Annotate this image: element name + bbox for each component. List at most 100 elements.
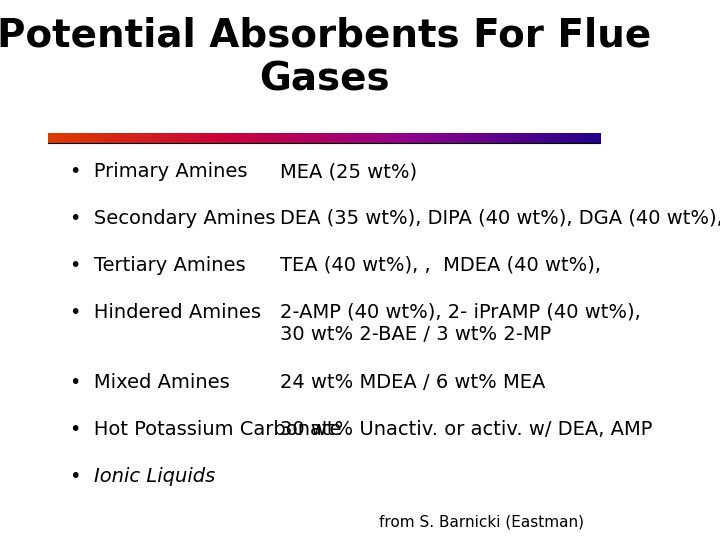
Bar	[292, 133, 293, 143]
Bar	[457, 133, 459, 143]
Bar	[575, 133, 577, 143]
Bar	[441, 133, 442, 143]
Bar	[391, 133, 392, 143]
Bar	[531, 133, 533, 143]
Bar	[448, 133, 450, 143]
Bar	[369, 133, 371, 143]
Bar	[138, 133, 140, 143]
Bar	[433, 133, 435, 143]
Bar	[144, 133, 145, 143]
Bar	[269, 133, 271, 143]
Bar	[498, 133, 500, 143]
Bar	[61, 133, 63, 143]
Bar	[308, 133, 310, 143]
Bar	[214, 133, 216, 143]
Bar	[299, 133, 300, 143]
Bar	[166, 133, 168, 143]
Bar	[392, 133, 395, 143]
Bar	[158, 133, 161, 143]
Bar	[297, 133, 299, 143]
Bar	[300, 133, 302, 143]
Bar	[207, 133, 208, 143]
Bar	[238, 133, 240, 143]
Bar	[313, 133, 315, 143]
Bar	[251, 133, 253, 143]
Bar	[276, 133, 279, 143]
Bar	[273, 133, 275, 143]
Bar	[379, 133, 382, 143]
Bar	[203, 133, 204, 143]
Bar	[249, 133, 251, 143]
Bar	[459, 133, 461, 143]
Bar	[184, 133, 186, 143]
Bar	[155, 133, 157, 143]
Bar	[306, 133, 308, 143]
Bar	[289, 133, 292, 143]
Bar	[234, 133, 236, 143]
Bar	[549, 133, 551, 143]
Text: •  Tertiary Amines: • Tertiary Amines	[71, 256, 246, 275]
Text: •  Ionic Liquids: • Ionic Liquids	[71, 467, 215, 486]
Bar	[163, 133, 164, 143]
Bar	[334, 133, 336, 143]
Bar	[408, 133, 409, 143]
Bar	[107, 133, 109, 143]
Bar	[522, 133, 523, 143]
Bar	[546, 133, 547, 143]
Bar	[104, 133, 105, 143]
Bar	[302, 133, 305, 143]
Bar	[542, 133, 544, 143]
Bar	[422, 133, 424, 143]
Bar	[262, 133, 264, 143]
Bar	[472, 133, 474, 143]
Bar	[68, 133, 71, 143]
Bar	[305, 133, 306, 143]
Bar	[50, 133, 52, 143]
Bar	[170, 133, 171, 143]
Bar	[588, 133, 590, 143]
Bar	[490, 133, 492, 143]
Bar	[59, 133, 61, 143]
Bar	[487, 133, 488, 143]
Bar	[418, 133, 420, 143]
Bar	[470, 133, 472, 143]
Bar	[544, 133, 546, 143]
Bar	[190, 133, 192, 143]
Bar	[437, 133, 438, 143]
Bar	[92, 133, 94, 143]
Bar	[124, 133, 125, 143]
Bar	[280, 133, 282, 143]
Bar	[527, 133, 529, 143]
Bar	[568, 133, 570, 143]
Bar	[332, 133, 334, 143]
Bar	[129, 133, 131, 143]
Bar	[592, 133, 593, 143]
Bar	[361, 133, 363, 143]
Bar	[547, 133, 549, 143]
Bar	[442, 133, 444, 143]
Bar	[409, 133, 411, 143]
Bar	[397, 133, 398, 143]
Bar	[55, 133, 58, 143]
Bar	[133, 133, 135, 143]
Bar	[523, 133, 526, 143]
Bar	[474, 133, 476, 143]
Bar	[599, 133, 601, 143]
Bar	[339, 133, 341, 143]
Bar	[102, 133, 104, 143]
Bar	[284, 133, 286, 143]
Bar	[417, 133, 418, 143]
Bar	[573, 133, 575, 143]
Bar	[168, 133, 170, 143]
Bar	[539, 133, 540, 143]
Bar	[529, 133, 531, 143]
Bar	[450, 133, 451, 143]
Bar	[117, 133, 118, 143]
Bar	[71, 133, 72, 143]
Bar	[431, 133, 433, 143]
Bar	[346, 133, 348, 143]
Bar	[345, 133, 346, 143]
Bar	[382, 133, 384, 143]
Bar	[63, 133, 65, 143]
Bar	[336, 133, 338, 143]
